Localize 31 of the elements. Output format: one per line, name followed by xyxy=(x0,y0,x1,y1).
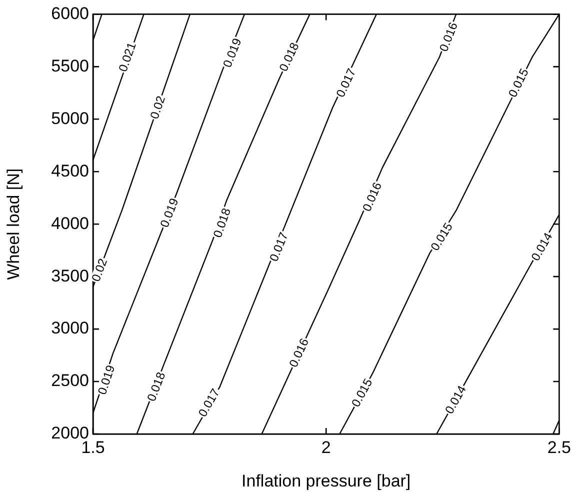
y-tick-label: 4500 xyxy=(51,161,89,180)
y-tick-label: 5500 xyxy=(51,56,89,76)
annotation: 0.019 xyxy=(94,363,118,396)
x-tick-label: 2 xyxy=(321,438,331,457)
y-tick-label: 5000 xyxy=(51,108,89,128)
y-tick-label: 3000 xyxy=(51,318,89,338)
annotation: 0.015 xyxy=(348,376,376,410)
annotation: 0.016 xyxy=(436,20,461,54)
annotation: 0.014 xyxy=(442,382,470,416)
annotation: 0.019 xyxy=(220,36,244,70)
x-axis-title: Inflation pressure [bar] xyxy=(242,471,411,490)
annotation: 0.016 xyxy=(360,180,385,214)
annotation: 0.018 xyxy=(210,206,234,240)
annotation: 0.018 xyxy=(144,370,168,404)
annotation: 0.018 xyxy=(276,40,302,74)
annotation: 0.017 xyxy=(195,386,223,420)
annotation: 0.02 xyxy=(88,256,110,284)
y-axis-title: Wheel load [N] xyxy=(4,168,23,280)
annotation: 0.017 xyxy=(333,66,359,100)
annotation: 0.017 xyxy=(266,230,292,264)
annotation: 0.021 xyxy=(116,40,139,74)
y-tick-label: 4000 xyxy=(51,214,89,233)
annotation: 0.02 xyxy=(147,94,168,121)
y-tick-label: 6000 xyxy=(51,4,89,23)
annotation: 0.016 xyxy=(286,336,312,370)
annotation: 0.015 xyxy=(506,66,532,100)
x-tick-label: 2.5 xyxy=(547,438,572,457)
annotation: 0.019 xyxy=(157,196,182,230)
y-tick-label: 3500 xyxy=(51,266,89,286)
y-tick-label: 2500 xyxy=(51,371,89,390)
x-tick-label: 1.5 xyxy=(81,438,105,457)
